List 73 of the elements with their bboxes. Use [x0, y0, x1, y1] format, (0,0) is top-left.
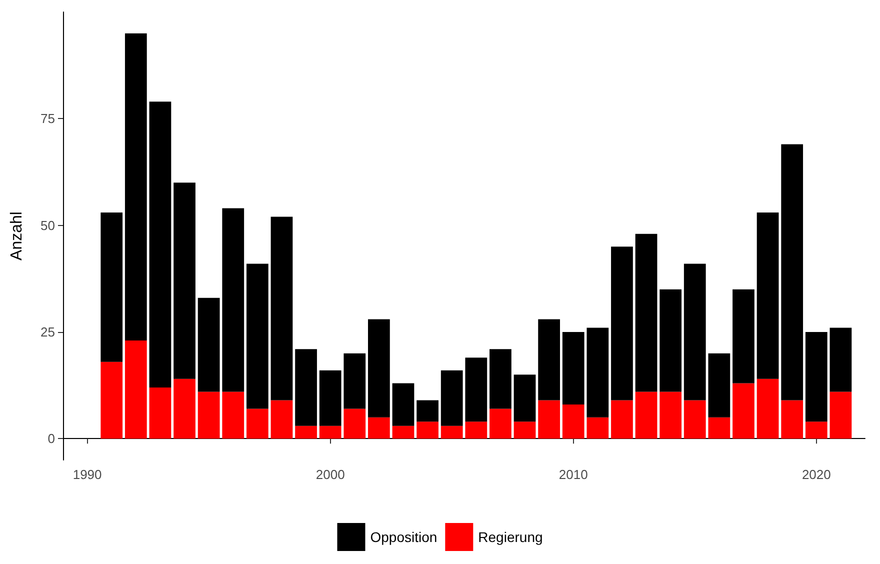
- bar: [440, 426, 463, 439]
- bar: [538, 319, 560, 400]
- bar: [732, 289, 754, 384]
- bar: [174, 378, 196, 439]
- bar: [416, 422, 438, 439]
- bar: [708, 353, 730, 418]
- bar: [270, 216, 293, 400]
- bar: [392, 426, 414, 439]
- x-tick-label: 2020: [802, 467, 831, 482]
- bar: [198, 392, 220, 439]
- bar: [149, 102, 172, 388]
- x-tick-label: 2000: [316, 467, 345, 482]
- bar: [246, 264, 268, 409]
- bar: [344, 408, 366, 439]
- bar: [611, 246, 633, 400]
- bar: [270, 400, 293, 439]
- bar: [830, 392, 852, 439]
- bar: [490, 408, 512, 439]
- y-tick-label: 50: [40, 218, 55, 233]
- bar: [100, 362, 123, 439]
- bar: [660, 392, 682, 439]
- bar: [732, 383, 754, 439]
- y-tick-label: 0: [48, 431, 55, 446]
- bar: [368, 417, 390, 439]
- bar: [319, 370, 342, 426]
- bar: [246, 408, 268, 439]
- bar: [684, 400, 706, 439]
- bar: [635, 234, 658, 392]
- bar: [416, 400, 438, 422]
- bar: [514, 422, 536, 439]
- legend-label: Opposition: [370, 529, 438, 545]
- bar: [611, 400, 633, 439]
- bar: [660, 289, 682, 392]
- bar: [586, 328, 609, 418]
- bar: [368, 319, 390, 418]
- bar: [295, 349, 317, 426]
- x-tick-label: 1990: [72, 467, 102, 482]
- bar: [781, 144, 804, 400]
- bar: [392, 383, 414, 426]
- bar: [100, 212, 123, 362]
- bar: [562, 404, 584, 439]
- bar: [465, 358, 488, 422]
- bar: [805, 422, 828, 439]
- bar: [222, 392, 244, 439]
- bar: [124, 33, 147, 341]
- bar: [562, 332, 584, 405]
- bar: [465, 422, 488, 439]
- bar: [514, 374, 536, 422]
- y-tick-label: 75: [40, 111, 55, 126]
- y-axis-title: Anzahl: [8, 212, 26, 260]
- bar: [174, 182, 196, 379]
- bar: [756, 378, 779, 439]
- bar: [440, 370, 463, 426]
- bar: [805, 332, 828, 422]
- bar: [124, 340, 147, 439]
- bar: [538, 400, 560, 439]
- bar: [198, 298, 220, 392]
- bar: [756, 212, 779, 379]
- bar: [586, 417, 609, 439]
- bar: [708, 417, 730, 439]
- bar: [344, 353, 366, 409]
- bar: [781, 400, 804, 439]
- bar: [684, 264, 706, 400]
- bar: [635, 392, 658, 439]
- bar: [222, 208, 244, 392]
- y-tick-label: 25: [40, 324, 55, 340]
- bar: [319, 426, 342, 439]
- bar: [490, 349, 512, 409]
- bar: [149, 387, 172, 439]
- bar: [295, 426, 317, 439]
- bar: [830, 328, 852, 392]
- x-tick-label: 2010: [558, 467, 588, 482]
- legend-label: Regierung: [478, 529, 543, 545]
